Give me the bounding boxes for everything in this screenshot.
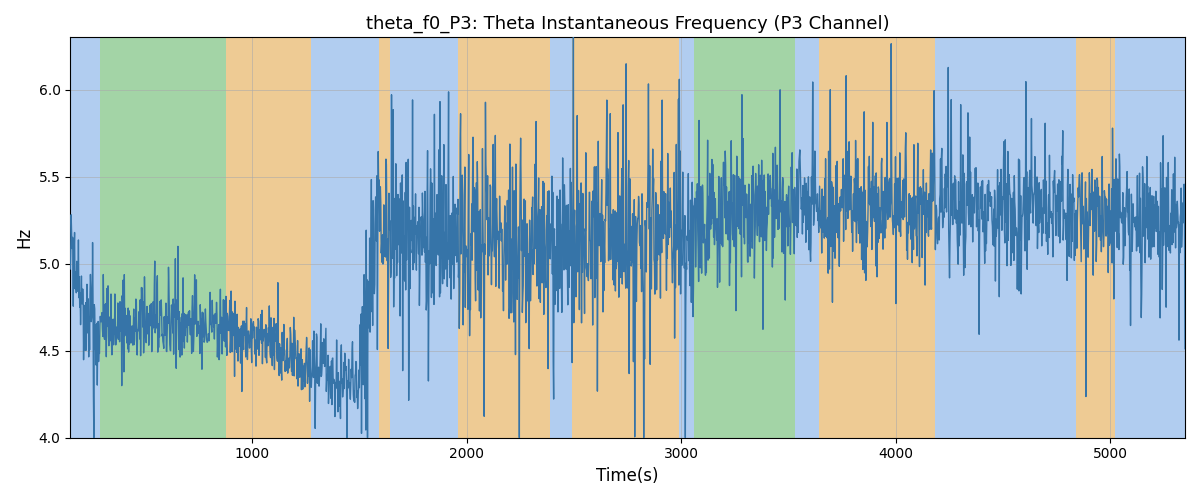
Bar [379,38,390,438]
Bar [572,38,679,438]
Bar [390,38,458,438]
X-axis label: Time(s): Time(s) [596,467,659,485]
Bar [226,38,312,438]
Bar [1115,38,1186,438]
Bar [312,38,379,438]
Bar [935,38,1075,438]
Bar [820,38,935,438]
Bar [679,38,694,438]
Bar [458,38,551,438]
Bar [694,38,794,438]
Bar [1075,38,1115,438]
Title: theta_f0_P3: Theta Instantaneous Frequency (P3 Channel): theta_f0_P3: Theta Instantaneous Frequen… [366,15,889,34]
Y-axis label: Hz: Hz [16,227,34,248]
Bar [551,38,572,438]
Bar [794,38,820,438]
Bar [101,38,226,438]
Bar [71,38,101,438]
